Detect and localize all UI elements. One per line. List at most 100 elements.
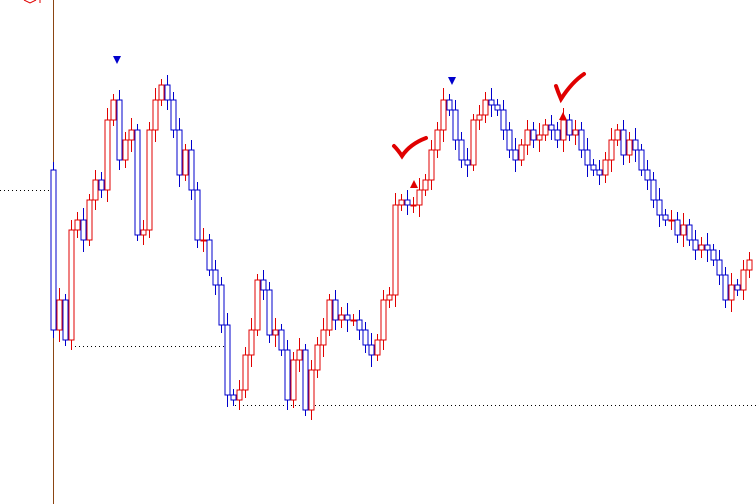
candle-body bbox=[314, 344, 321, 371]
candle-body bbox=[266, 289, 273, 336]
candle-body bbox=[74, 219, 81, 231]
candle-body bbox=[710, 249, 717, 261]
candle-body bbox=[68, 229, 75, 341]
check-mark bbox=[392, 136, 428, 160]
candle-body bbox=[536, 134, 543, 141]
candle-body bbox=[56, 299, 63, 331]
candle-body bbox=[728, 284, 735, 301]
candle-body bbox=[662, 214, 669, 221]
candle-body bbox=[578, 129, 585, 151]
candle-body bbox=[368, 344, 375, 356]
candle-body bbox=[512, 149, 519, 161]
candle-body bbox=[560, 119, 567, 141]
candle-body bbox=[698, 244, 705, 251]
candle-body bbox=[302, 349, 309, 411]
candle-body bbox=[62, 299, 69, 341]
candle-body bbox=[554, 129, 561, 141]
candle-body bbox=[584, 149, 591, 166]
candle-body bbox=[542, 124, 549, 136]
candle-body bbox=[620, 129, 627, 156]
candle-body bbox=[506, 129, 513, 151]
candle-body bbox=[248, 329, 255, 356]
candle-body bbox=[386, 294, 393, 301]
candles bbox=[50, 75, 753, 420]
candle-body bbox=[260, 279, 267, 291]
candle-body bbox=[218, 284, 225, 326]
candle-body bbox=[296, 349, 303, 361]
sell-signal bbox=[448, 77, 456, 85]
candle-body bbox=[170, 99, 177, 131]
candle-body bbox=[104, 119, 111, 191]
candle-body bbox=[158, 84, 165, 101]
candle-body bbox=[566, 119, 573, 136]
candle-body bbox=[452, 109, 459, 141]
candle-body bbox=[290, 359, 297, 401]
candle-body bbox=[470, 119, 477, 166]
candle-body bbox=[524, 129, 531, 146]
candle-body bbox=[308, 369, 315, 411]
candle-body bbox=[530, 129, 537, 141]
candle-body bbox=[464, 159, 471, 166]
candle-body bbox=[374, 339, 381, 356]
candle-body bbox=[746, 259, 753, 271]
candle-body bbox=[494, 104, 501, 111]
candle-body bbox=[92, 179, 99, 201]
candle-body bbox=[548, 124, 555, 131]
candle-body bbox=[356, 319, 363, 331]
corner-mark bbox=[23, 0, 41, 4]
candle-body bbox=[164, 84, 171, 101]
candle-body bbox=[500, 109, 507, 131]
candle-body bbox=[740, 269, 747, 291]
candle-body bbox=[194, 189, 201, 241]
candle-body bbox=[272, 329, 279, 336]
candle-body bbox=[86, 199, 93, 241]
candle-body bbox=[428, 149, 435, 181]
candle-body bbox=[572, 129, 579, 136]
candle-body bbox=[50, 169, 57, 331]
candle-body bbox=[638, 149, 645, 171]
candle-body bbox=[674, 219, 681, 236]
candle-body bbox=[602, 159, 609, 176]
candle-body bbox=[98, 179, 105, 191]
candle-body bbox=[134, 129, 141, 236]
candle-body bbox=[704, 244, 711, 251]
candle-body bbox=[332, 299, 339, 321]
candle-body bbox=[206, 239, 213, 271]
candle-body bbox=[116, 99, 123, 161]
candle-body bbox=[644, 169, 651, 181]
candle-body bbox=[278, 329, 285, 351]
candle-body bbox=[350, 319, 357, 322]
candle-body bbox=[626, 139, 633, 156]
candle-body bbox=[128, 129, 135, 141]
candle-body bbox=[416, 189, 423, 206]
check-mark bbox=[554, 72, 586, 104]
candle-body bbox=[488, 99, 495, 106]
candle-body bbox=[422, 179, 429, 191]
candle-body bbox=[80, 219, 87, 241]
candle-body bbox=[362, 329, 369, 346]
candle-body bbox=[434, 129, 441, 151]
candle-body bbox=[734, 284, 741, 291]
candle-body bbox=[398, 199, 405, 206]
candle-body bbox=[188, 149, 195, 191]
candle-body bbox=[140, 229, 147, 236]
candle-body bbox=[344, 314, 351, 321]
candle-body bbox=[614, 129, 621, 141]
candle-body bbox=[692, 239, 699, 251]
candle-body bbox=[404, 199, 411, 206]
candle-body bbox=[284, 349, 291, 401]
candle-body bbox=[482, 99, 489, 116]
candle-body bbox=[320, 329, 327, 346]
candle-body bbox=[518, 144, 525, 161]
candle-body bbox=[632, 139, 639, 151]
candle-body bbox=[656, 199, 663, 216]
candle-body bbox=[608, 139, 615, 161]
candle-body bbox=[476, 114, 483, 121]
candle-body bbox=[716, 259, 723, 276]
candle-body bbox=[122, 139, 129, 161]
candle-body bbox=[230, 394, 237, 401]
candle-body bbox=[176, 129, 183, 176]
candle-body bbox=[410, 204, 417, 207]
candle-body bbox=[680, 224, 687, 236]
